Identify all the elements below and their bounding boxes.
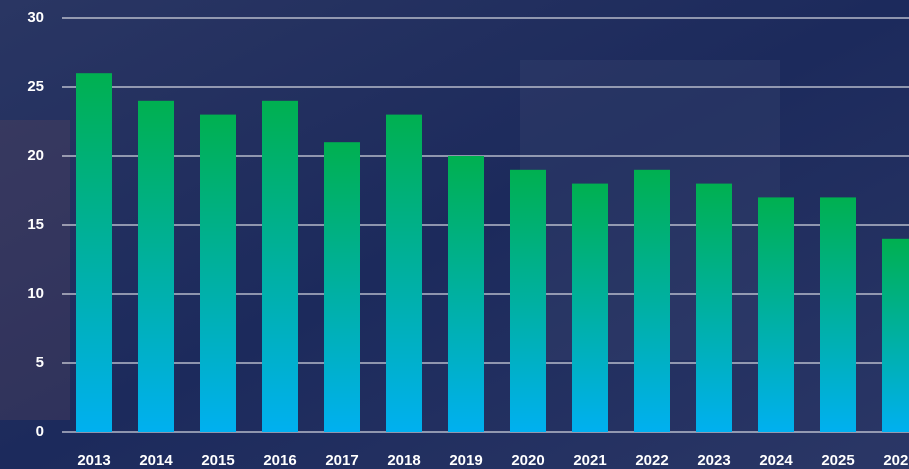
x-tick-label: 2023 [697,452,730,469]
bar [76,73,112,432]
y-tick-label: 0 [36,423,44,440]
x-tick-label: 2019 [449,452,482,469]
x-tick-label: 2022 [635,452,668,469]
bar [882,238,909,432]
x-tick-label: 2025 [821,452,854,469]
bar [324,142,360,432]
x-tick-label: 2014 [139,452,173,469]
bar [758,197,794,432]
y-tick-label: 10 [27,285,44,302]
y-tick-label: 20 [27,147,44,164]
y-tick-label: 5 [36,354,44,371]
bar [696,183,732,432]
y-tick-label: 15 [27,216,44,233]
bar [572,183,608,432]
x-tick-label: 2015 [201,452,234,469]
x-tick-label: 2024 [759,452,793,469]
x-tick-label: 2020 [511,452,544,469]
bar [448,156,484,432]
bar [820,197,856,432]
bar [138,100,174,433]
x-tick-label: 2026 [883,452,909,469]
bar [200,114,236,432]
y-tick-label: 30 [27,9,44,26]
bar [262,100,298,433]
bar [386,114,422,432]
bar [634,169,670,433]
background-containers [0,120,70,420]
x-tick-label: 2013 [77,452,110,469]
x-tick-label: 2018 [387,452,420,469]
y-tick-label: 25 [27,78,44,95]
x-tick-label: 2017 [325,452,358,469]
x-tick-label: 2016 [263,452,296,469]
bar [510,169,546,433]
x-tick-label: 2021 [573,452,606,469]
